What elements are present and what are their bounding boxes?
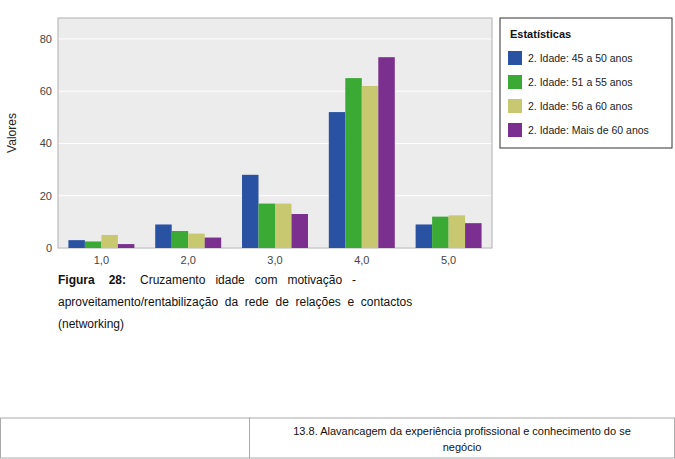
bar xyxy=(449,215,465,248)
table-text: negócio xyxy=(443,441,482,453)
bar xyxy=(242,175,258,248)
bar xyxy=(432,217,448,248)
bar xyxy=(172,231,188,248)
y-tick-label: 60 xyxy=(40,85,52,97)
caption: (networking) xyxy=(58,317,124,331)
legend-label: 2. Idade: 56 a 60 anos xyxy=(528,100,633,112)
table-cell xyxy=(1,418,250,458)
bar xyxy=(68,240,84,248)
legend-swatch xyxy=(508,75,522,89)
table-cell xyxy=(250,418,675,458)
bar xyxy=(259,204,275,248)
bar xyxy=(155,224,171,248)
bar xyxy=(465,223,481,248)
bar xyxy=(118,244,134,248)
legend-swatch xyxy=(508,123,522,137)
bar xyxy=(85,241,101,248)
grid-line xyxy=(58,143,492,144)
grid-line xyxy=(58,38,492,39)
bar xyxy=(188,234,204,248)
legend-box xyxy=(500,18,672,148)
grid-line xyxy=(58,91,492,92)
grid-line xyxy=(58,195,492,196)
chart: 0 20 40 60 80 1,0 2,0 3,0 4,0 5,0 Valores Estatísti… xyxy=(0,0,675,459)
caption: Figura xyxy=(58,273,95,287)
plot-frame xyxy=(58,18,492,248)
bars xyxy=(68,57,481,248)
x-tick-label: 3,0 xyxy=(267,254,282,266)
legend-swatch xyxy=(508,51,522,65)
bar xyxy=(378,57,394,248)
x-tick-label: 4,0 xyxy=(354,254,369,266)
legend-label: 2. Idade: Mais de 60 anos xyxy=(528,124,649,136)
legend-label: 2. Idade: 45 a 50 anos xyxy=(528,52,633,64)
legend-title: Estatísticas xyxy=(510,28,571,40)
y-tick-label: 0 xyxy=(46,242,52,254)
bar xyxy=(205,238,221,248)
x-tick-label: 1,0 xyxy=(94,254,109,266)
y-axis-label: Valores xyxy=(5,113,19,153)
table-text: 13.8. Alavancagem da experiência profiss… xyxy=(293,425,631,437)
bar xyxy=(291,214,307,248)
y-tick-label: 40 xyxy=(40,137,52,149)
x-tick-label: 5,0 xyxy=(441,254,456,266)
bar xyxy=(345,78,361,248)
bar xyxy=(362,86,378,248)
caption: 28: xyxy=(109,273,126,287)
bar xyxy=(329,112,345,248)
bar xyxy=(416,224,432,248)
bar xyxy=(101,235,117,248)
y-tick-label: 80 xyxy=(40,33,52,45)
legend-swatch xyxy=(508,99,522,113)
y-tick-label: 20 xyxy=(40,190,52,202)
legend-label: 2. Idade: 51 a 55 anos xyxy=(528,76,633,88)
caption: Cruzamento idade com motivação - xyxy=(140,273,356,287)
plot-background xyxy=(58,18,492,248)
caption: aproveitamento/rentabilização da rede de… xyxy=(58,295,412,309)
x-tick-label: 2,0 xyxy=(181,254,196,266)
bar xyxy=(275,204,291,248)
